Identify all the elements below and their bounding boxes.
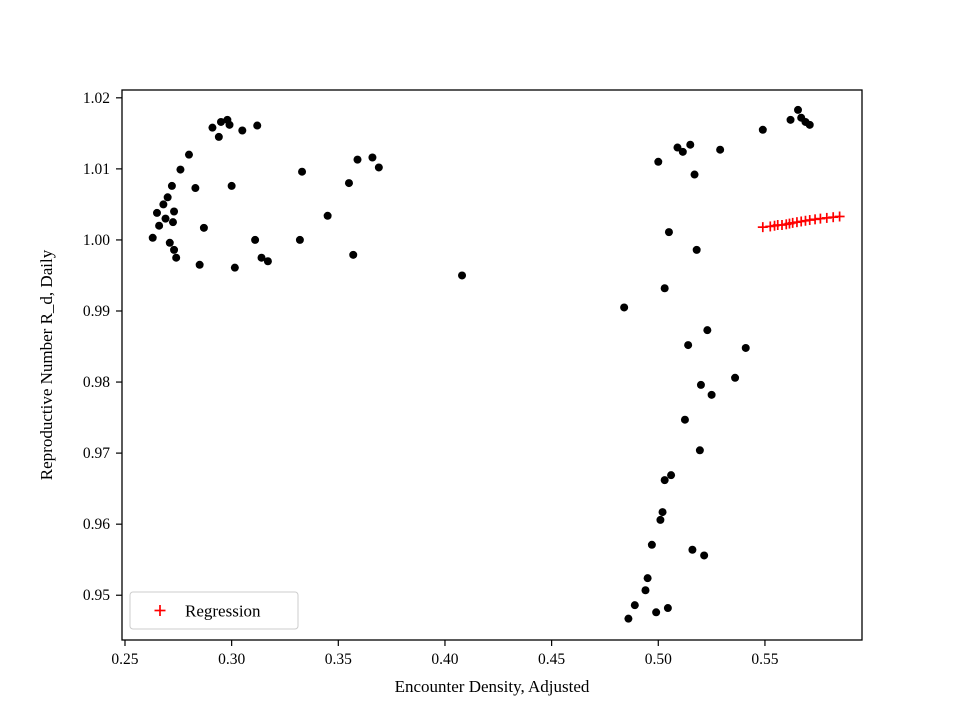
y-tick-label: 0.99: [83, 303, 110, 320]
x-tick-label: 0.45: [538, 651, 565, 668]
data-point: [344, 179, 353, 188]
data-point: [323, 211, 332, 220]
y-tick-label: 0.96: [83, 516, 110, 533]
y-axis-label: Reproductive Number R_d, Daily: [37, 249, 56, 480]
data-point: [170, 207, 179, 216]
data-point: [786, 115, 795, 124]
data-point: [227, 181, 236, 190]
x-tick-label: 0.55: [751, 651, 778, 668]
data-point: [159, 200, 168, 209]
data-point: [758, 125, 767, 134]
data-point: [641, 586, 650, 595]
data-point: [148, 233, 157, 242]
data-point: [678, 147, 687, 156]
data-point: [673, 143, 682, 152]
data-point: [643, 574, 652, 583]
data-point: [686, 140, 695, 149]
data-point: [176, 165, 185, 174]
y-tick-label: 0.98: [83, 374, 110, 391]
data-point: [690, 170, 699, 179]
data-point: [295, 235, 304, 244]
data-point: [716, 145, 725, 154]
axes-frame: [121, 89, 863, 641]
data-point: [660, 476, 669, 485]
data-point: [253, 121, 262, 130]
data-point: [167, 181, 176, 190]
data-point: [654, 157, 663, 166]
data-point: [630, 601, 639, 610]
data-point: [263, 257, 272, 266]
data-point: [368, 153, 377, 162]
y-tick-label: 1.00: [83, 232, 110, 249]
data-point: [172, 253, 181, 262]
data-point: [695, 446, 704, 455]
data-point: [184, 150, 193, 159]
y-tick-label: 1.02: [83, 90, 110, 107]
data-point: [458, 271, 467, 280]
data-point: [225, 120, 234, 129]
data-point: [680, 415, 689, 424]
data-point: [658, 508, 667, 517]
data-point: [168, 218, 177, 227]
y-tick-label: 1.01: [83, 161, 110, 178]
data-point: [353, 155, 362, 164]
data-point: [214, 132, 223, 141]
data-point: [731, 373, 740, 382]
data-point: [684, 341, 693, 350]
legend-label: Regression: [185, 602, 261, 621]
data-point: [163, 193, 172, 202]
data-point: [349, 250, 358, 259]
data-point: [741, 343, 750, 352]
x-tick-label: 0.40: [431, 651, 458, 668]
data-point: [707, 390, 716, 399]
x-tick-label: 0.50: [645, 651, 672, 668]
x-tick-label: 0.35: [325, 651, 352, 668]
data-point: [664, 228, 673, 237]
data-point: [170, 245, 179, 254]
data-point: [620, 303, 629, 312]
data-point: [155, 221, 164, 230]
data-point: [667, 471, 676, 480]
data-point: [161, 214, 170, 223]
y-tick-label: 0.97: [83, 445, 110, 462]
data-point: [656, 515, 665, 524]
x-axis-label: Encounter Density, Adjusted: [395, 677, 590, 696]
data-point: [298, 167, 307, 176]
data-point: [700, 551, 709, 560]
data-point: [652, 608, 661, 617]
data-point: [688, 545, 697, 554]
data-point: [647, 540, 656, 549]
data-point: [703, 326, 712, 335]
data-point: [251, 235, 260, 244]
data-point: [692, 245, 701, 254]
data-point: [165, 238, 174, 247]
data-point: [257, 253, 266, 262]
data-point: [660, 284, 669, 293]
data-point: [696, 380, 705, 389]
data-point: [624, 614, 633, 623]
data-point: [195, 260, 204, 269]
data-point: [191, 184, 200, 193]
data-point: [152, 208, 161, 217]
y-tick-label: 0.95: [83, 587, 110, 604]
legend-box: [129, 591, 299, 630]
data-point: [199, 223, 208, 232]
x-tick-label: 0.30: [218, 651, 245, 668]
data-point: [374, 163, 383, 172]
data-point: [216, 117, 225, 126]
data-point: [230, 263, 239, 272]
data-point: [208, 123, 217, 132]
data-point: [663, 604, 672, 613]
data-point: [805, 120, 814, 129]
data-point: [794, 105, 803, 114]
x-tick-label: 0.25: [111, 651, 138, 668]
data-point: [238, 126, 247, 135]
